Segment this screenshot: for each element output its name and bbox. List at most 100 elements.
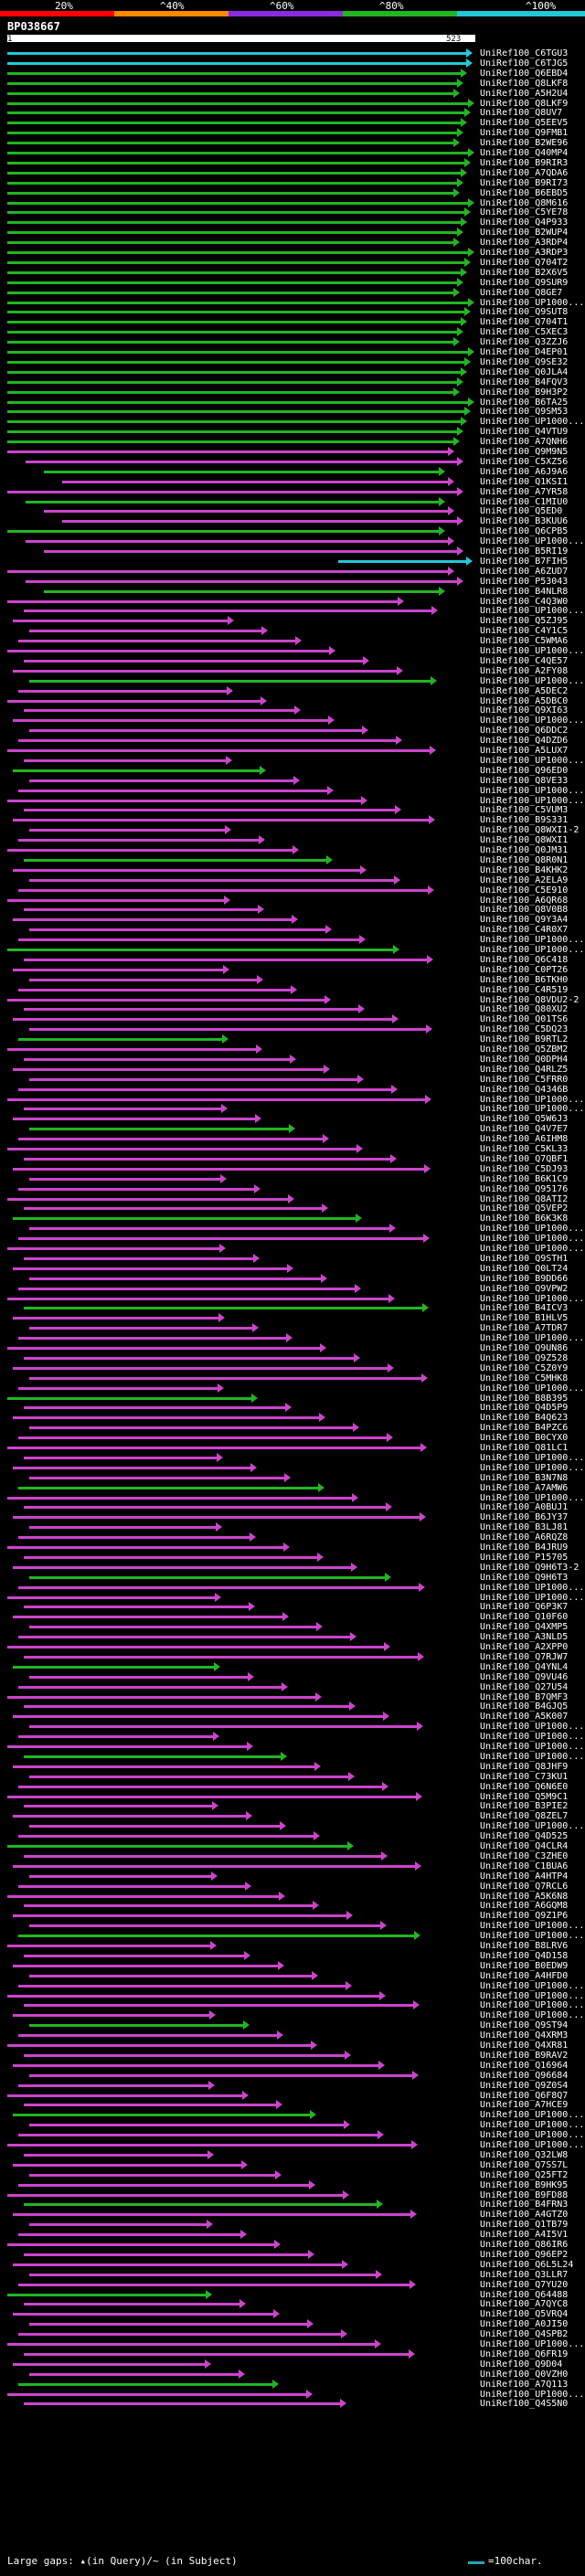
hit-bar[interactable]	[18, 1486, 318, 1489]
hit-bar[interactable]	[29, 928, 325, 932]
hit-bar[interactable]	[7, 1097, 425, 1101]
hit-bar[interactable]	[7, 331, 457, 334]
hit-label[interactable]: UniRef100_UP1000...	[480, 795, 585, 806]
hit-bar[interactable]	[29, 1675, 248, 1679]
hit-bar[interactable]	[24, 1655, 418, 1659]
hit-label[interactable]: UniRef100_Q96EP2	[480, 2249, 569, 2260]
hit-label[interactable]: UniRef100_UP1000...	[480, 1383, 585, 1394]
hit-bar[interactable]	[7, 251, 468, 254]
hit-bar[interactable]	[13, 1217, 356, 1221]
hit-label[interactable]: UniRef100_Q9Y3A4	[480, 915, 569, 926]
hit-bar[interactable]	[13, 1616, 282, 1619]
hit-bar[interactable]	[7, 1496, 352, 1500]
hit-bar[interactable]	[7, 1994, 379, 1998]
hit-label[interactable]: UniRef100_B9RIR3	[480, 157, 569, 168]
hit-bar[interactable]	[24, 1008, 358, 1012]
hit-label[interactable]: UniRef100_Q4XR81	[480, 2041, 569, 2051]
hit-bar[interactable]	[7, 569, 448, 573]
hit-bar[interactable]	[7, 1347, 320, 1350]
hit-bar[interactable]	[18, 2083, 208, 2087]
hit-bar[interactable]	[7, 370, 461, 374]
hit-bar[interactable]	[7, 420, 461, 424]
hit-bar[interactable]	[29, 1426, 353, 1430]
hit-bar[interactable]	[29, 779, 293, 782]
hit-label[interactable]: UniRef100_Q9SUT8	[480, 307, 569, 318]
hit-bar[interactable]	[24, 1406, 285, 1410]
hit-label[interactable]: UniRef100_Q704T2	[480, 257, 569, 268]
hit-label[interactable]: UniRef100_UP1000...	[480, 1104, 585, 1115]
hit-bar[interactable]	[29, 1924, 380, 1928]
hit-label[interactable]: UniRef100_Q6EBD4	[480, 68, 569, 79]
hit-bar[interactable]	[13, 1765, 314, 1768]
hit-label[interactable]: UniRef100_Q7RJW7	[480, 1651, 569, 1662]
hit-bar[interactable]	[24, 1904, 313, 1908]
hit-label[interactable]: UniRef100_Q4DZD6	[480, 736, 569, 747]
hit-label[interactable]: UniRef100_C4QE57	[480, 655, 569, 666]
hit-label[interactable]: UniRef100_Q7YU20	[480, 2279, 569, 2290]
hit-bar[interactable]	[24, 610, 431, 613]
hit-label[interactable]: UniRef100_C4Q3W0	[480, 596, 569, 607]
hit-label[interactable]: UniRef100_A4HFD0	[480, 1970, 569, 1981]
hit-bar[interactable]	[7, 410, 464, 414]
hit-bar[interactable]	[29, 829, 225, 832]
hit-bar[interactable]	[7, 270, 461, 274]
hit-bar[interactable]	[18, 1636, 350, 1639]
hit-label[interactable]: UniRef100_A5K6N8	[480, 1891, 569, 1902]
hit-label[interactable]: UniRef100_Q4V7E7	[480, 1124, 569, 1135]
hit-bar[interactable]	[18, 1835, 314, 1839]
hit-label[interactable]: UniRef100_C1BUA6	[480, 1860, 569, 1871]
hit-bar[interactable]	[13, 868, 360, 872]
hit-label[interactable]: UniRef100_UP1000...	[480, 755, 585, 766]
hit-bar[interactable]	[7, 231, 457, 235]
hit-label[interactable]: UniRef100_Q10F60	[480, 1612, 569, 1623]
hit-label[interactable]: UniRef100_Q8WXI1	[480, 835, 569, 846]
hit-bar[interactable]	[18, 2283, 410, 2286]
hit-label[interactable]: UniRef100_A7Q113	[480, 2379, 569, 2390]
hit-bar[interactable]	[7, 799, 361, 802]
hit-bar[interactable]	[18, 1436, 387, 1440]
hit-bar[interactable]	[26, 579, 457, 583]
hit-bar[interactable]	[18, 2333, 341, 2337]
hit-label[interactable]: UniRef100_Q6FR19	[480, 2348, 569, 2359]
hit-label[interactable]: UniRef100_B2X6V5	[480, 267, 569, 278]
hit-label[interactable]: UniRef100_B0EDW9	[480, 1960, 569, 1971]
hit-label[interactable]: UniRef100_UP1000...	[480, 1234, 585, 1245]
hit-label[interactable]: UniRef100_B4FQV3	[480, 376, 569, 387]
hit-label[interactable]: UniRef100_B9DD66	[480, 1273, 569, 1284]
hit-label[interactable]: UniRef100_Q0LT24	[480, 1263, 569, 1274]
hit-bar[interactable]	[7, 152, 468, 154]
hit-label[interactable]: UniRef100_UP1000...	[480, 646, 585, 656]
hit-label[interactable]: UniRef100_Q4D5P9	[480, 1403, 569, 1414]
hit-label[interactable]: UniRef100_B9HK95	[480, 2179, 569, 2190]
hit-bar[interactable]	[13, 1067, 324, 1071]
hit-bar[interactable]	[7, 201, 468, 205]
hit-label[interactable]: UniRef100_Q9SE32	[480, 356, 569, 367]
hit-label[interactable]: UniRef100_A7QYC8	[480, 2299, 569, 2310]
hit-label[interactable]: UniRef100_Q9Z0S4	[480, 2080, 569, 2091]
hit-label[interactable]: UniRef100_UP1000...	[480, 1990, 585, 2001]
hit-bar[interactable]	[13, 1416, 319, 1420]
hit-label[interactable]: UniRef100_UP1000...	[480, 1722, 585, 1733]
hit-bar[interactable]	[62, 480, 448, 483]
hit-bar[interactable]	[7, 1745, 247, 1748]
hit-bar[interactable]	[24, 709, 294, 713]
hit-bar[interactable]	[7, 111, 464, 115]
hit-bar[interactable]	[24, 2303, 239, 2306]
hit-bar[interactable]	[13, 2263, 342, 2266]
hit-bar[interactable]	[7, 142, 453, 145]
hit-label[interactable]: UniRef100_Q8ATI2	[480, 1193, 569, 1204]
hit-bar[interactable]	[7, 132, 457, 135]
hit-bar[interactable]	[24, 2104, 276, 2107]
hit-label[interactable]: UniRef100_A3NLD5	[480, 1632, 569, 1643]
hit-bar[interactable]	[18, 1735, 213, 1739]
hit-label[interactable]: UniRef100_A4GTZ0	[480, 2210, 569, 2221]
hit-bar[interactable]	[13, 819, 429, 822]
hit-bar[interactable]	[29, 2173, 275, 2177]
hit-bar[interactable]	[7, 1646, 384, 1648]
hit-bar[interactable]	[13, 1715, 383, 1719]
hit-label[interactable]: UniRef100_B6K3K8	[480, 1214, 569, 1224]
hit-bar[interactable]	[7, 1148, 356, 1150]
hit-bar[interactable]	[26, 500, 439, 504]
hit-label[interactable]: UniRef100_B9H3P2	[480, 387, 569, 398]
hit-bar[interactable]	[29, 1327, 252, 1330]
